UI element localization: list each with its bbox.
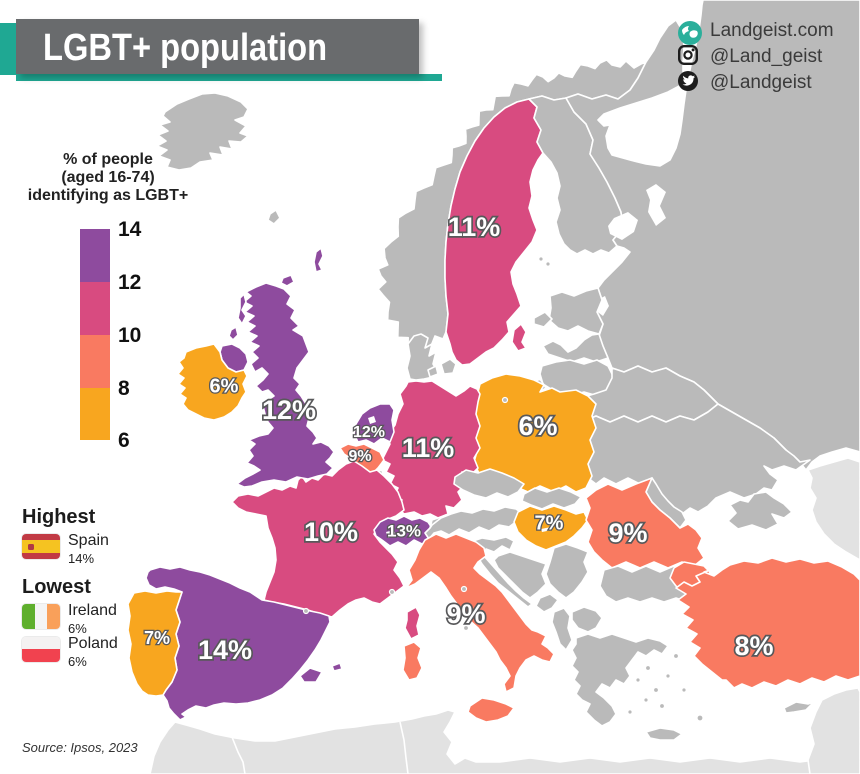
svg-text:9%: 9% <box>348 448 371 465</box>
svg-text:7%: 7% <box>535 512 564 534</box>
svg-text:13%: 13% <box>387 521 421 540</box>
svg-text:10%: 10% <box>304 517 358 547</box>
svg-text:8%: 8% <box>734 631 773 661</box>
svg-text:12%: 12% <box>262 395 316 425</box>
svg-text:11%: 11% <box>402 433 455 463</box>
svg-text:9%: 9% <box>608 518 647 548</box>
svg-text:6%: 6% <box>210 375 239 397</box>
svg-text:7%: 7% <box>144 628 170 648</box>
svg-text:14%: 14% <box>198 635 252 665</box>
svg-text:12%: 12% <box>353 424 385 441</box>
svg-text:9%: 9% <box>446 599 485 629</box>
svg-text:11%: 11% <box>448 212 501 242</box>
svg-text:6%: 6% <box>518 411 557 441</box>
